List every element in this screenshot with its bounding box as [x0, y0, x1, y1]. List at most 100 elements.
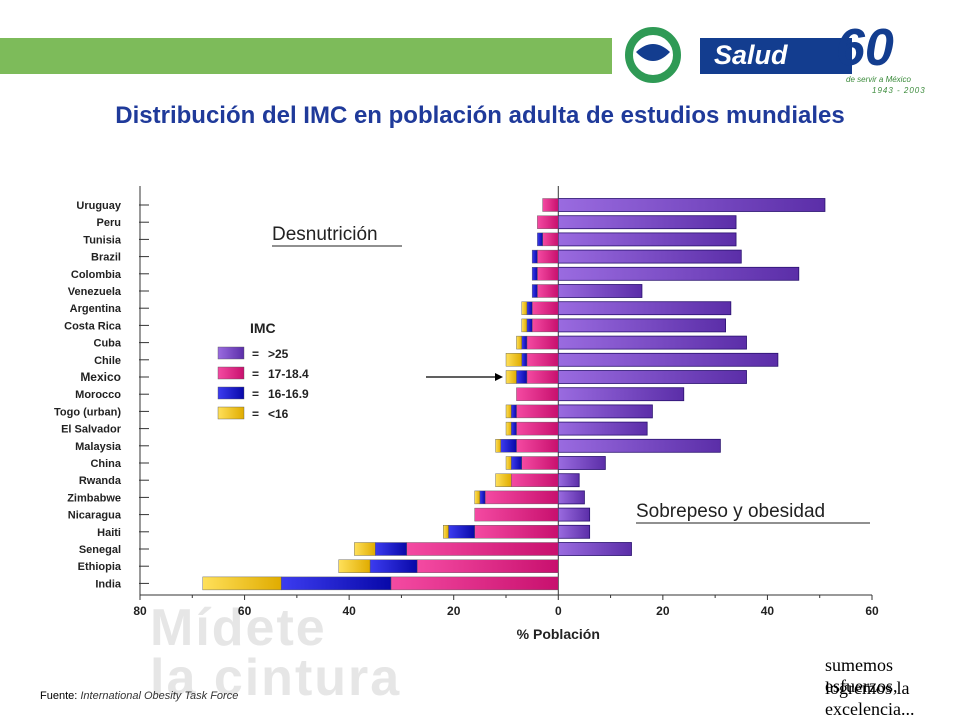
category-label: Costa Rica — [64, 320, 122, 332]
watermark-line2: la cintura — [150, 649, 402, 707]
logo-anos: años — [890, 54, 914, 65]
bar-undernutrition-16 — [280, 576, 392, 591]
bar-undernutrition-17 — [542, 232, 559, 247]
category-label: Peru — [97, 217, 121, 229]
bar-undernutrition-lt16 — [474, 490, 481, 505]
category-label: Morocco — [75, 389, 121, 401]
bar-undernutrition-lt16 — [495, 439, 501, 453]
category-label: Rwanda — [79, 475, 122, 487]
legend-label: <16 — [268, 407, 289, 421]
bar-overweight — [557, 318, 726, 333]
category-label: Haiti — [97, 527, 121, 539]
bar-undernutrition-lt16 — [505, 353, 522, 367]
bar-undernutrition-17 — [537, 215, 559, 229]
category-label: Mexico — [80, 370, 121, 384]
bar-undernutrition-16 — [375, 542, 407, 556]
bar-undernutrition-16 — [531, 284, 538, 298]
bar-undernutrition-16 — [521, 335, 528, 350]
bar-undernutrition-16 — [500, 439, 517, 453]
page-title: Distribución del IMC en población adulta… — [115, 102, 845, 129]
bar-overweight — [557, 456, 606, 470]
highlight-arrowhead — [495, 373, 503, 381]
bar-overweight — [557, 249, 742, 264]
bar-undernutrition-17 — [516, 387, 559, 401]
category-label: El Salvador — [61, 424, 122, 436]
bar-overweight — [557, 507, 591, 522]
bar-overweight — [557, 266, 800, 281]
bar-undernutrition-16 — [369, 559, 418, 573]
bar-undernutrition-lt16 — [495, 473, 512, 487]
category-label: India — [95, 578, 122, 590]
category-label: Togo (urban) — [54, 406, 121, 418]
legend-equals: = — [252, 387, 259, 401]
logo-brand-box — [700, 38, 852, 74]
bar-undernutrition-lt16 — [521, 318, 528, 333]
category-label: Colombia — [71, 269, 122, 281]
bar-undernutrition-17 — [516, 421, 559, 436]
x-tick-label: 60 — [865, 604, 879, 618]
bar-undernutrition-lt16 — [338, 559, 371, 573]
category-label: Venezuela — [68, 286, 122, 298]
bar-overweight — [557, 490, 585, 505]
legend-swatch — [217, 366, 245, 380]
bar-undernutrition-17 — [526, 370, 559, 384]
category-label: Brazil — [91, 252, 121, 264]
bar-undernutrition-17 — [516, 404, 559, 419]
bar-undernutrition-17 — [537, 267, 559, 281]
bar-overweight — [557, 232, 737, 247]
x-tick-label: 40 — [342, 604, 356, 618]
bar-undernutrition-16 — [537, 232, 543, 247]
bar-overweight — [557, 524, 591, 539]
bar-overweight — [557, 335, 747, 350]
bar-undernutrition-16 — [479, 490, 486, 505]
slogan-line2: logremos la excelencia... — [825, 678, 915, 719]
annotation-overweight: Sobrepeso y obesidad — [636, 501, 825, 522]
logo-brand: Salud — [714, 40, 788, 70]
legend-title: IMC — [250, 320, 276, 336]
bar-undernutrition-16 — [531, 267, 538, 281]
bar-undernutrition-17 — [521, 456, 559, 470]
bar-undernutrition-17 — [474, 525, 559, 539]
bar-undernutrition-lt16 — [505, 421, 512, 436]
bar-overweight — [557, 473, 580, 488]
bar-overweight — [557, 198, 826, 212]
bar-undernutrition-17 — [516, 439, 559, 453]
bar-overweight — [557, 370, 747, 384]
bar-undernutrition-17 — [526, 335, 559, 350]
bar-undernutrition-lt16 — [516, 335, 522, 350]
source-note: Fuente: International Obesity Task Force — [40, 690, 238, 702]
category-label: Zimbabwe — [67, 492, 121, 504]
bar-overweight — [557, 421, 648, 436]
logo-number: 60 — [836, 19, 894, 77]
bar-undernutrition-lt16 — [202, 576, 282, 591]
bar-undernutrition-16 — [511, 421, 517, 436]
logo-ring-icon — [625, 27, 681, 83]
logo-tagline: de servir a México — [846, 75, 911, 84]
bar-undernutrition-16 — [448, 525, 475, 539]
category-label: China — [90, 458, 121, 470]
category-label: Ethiopia — [78, 561, 122, 573]
bar-undernutrition-17 — [537, 284, 559, 298]
legend-swatch — [217, 346, 245, 360]
bar-undernutrition-17 — [484, 490, 559, 505]
bar-undernutrition-16 — [516, 370, 528, 384]
bar-undernutrition-17 — [526, 353, 559, 367]
bar-undernutrition-16 — [511, 456, 522, 470]
x-tick-label: 80 — [133, 604, 147, 618]
bar-overweight — [557, 387, 685, 402]
bar-undernutrition-17 — [416, 559, 559, 573]
bar-undernutrition-lt16 — [443, 525, 449, 539]
bar-undernutrition-16 — [526, 318, 533, 333]
bar-undernutrition-16 — [511, 404, 517, 419]
category-label: Argentina — [70, 303, 122, 315]
x-tick-label: 20 — [447, 604, 461, 618]
x-axis-label: % Población — [517, 626, 600, 642]
bar-overweight — [557, 352, 779, 367]
bar-undernutrition-lt16 — [354, 542, 376, 556]
bar-undernutrition-16 — [521, 353, 528, 367]
bar-overweight — [557, 301, 732, 316]
bar-undernutrition-17 — [531, 301, 559, 315]
bar-overweight — [557, 438, 721, 453]
category-label: Nicaragua — [68, 510, 122, 522]
